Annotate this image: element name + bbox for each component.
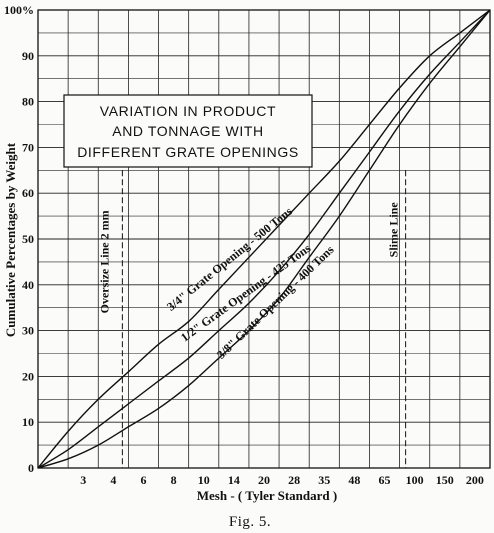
y-axis-label: Cumulative Percentages by Weight [3, 142, 18, 337]
y-tick-label: 100% [4, 3, 34, 17]
y-tick-label: 60 [22, 186, 34, 200]
x-tick-label: 4 [110, 473, 116, 487]
x-tick-label: 200 [466, 473, 484, 487]
figure-caption: Fig. 5. [229, 514, 271, 530]
grid-lines [38, 10, 490, 468]
chart-title-line-1: VARIATION IN PRODUCT [100, 103, 276, 119]
y-tick-label: 20 [22, 369, 34, 383]
y-tick-label: 0 [28, 461, 34, 475]
title-box [63, 94, 313, 168]
y-tick-labels: 0 10 20 30 40 50 60 70 80 90 100% [4, 3, 34, 475]
x-tick-label: 10 [198, 473, 210, 487]
x-tick-label: 6 [140, 473, 146, 487]
slime-line-label: Slime Line [387, 202, 401, 258]
y-tick-label: 80 [22, 95, 34, 109]
y-tick-label: 70 [22, 140, 34, 154]
chart-title-line-2: AND TONNAGE WITH [112, 123, 263, 139]
x-tick-label: 100 [406, 473, 424, 487]
chart-title-line-3: DIFFERENT GRATE OPENINGS [77, 144, 299, 160]
x-tick-labels: 3 4 6 8 10 14 20 28 35 48 65 100 150 200 [80, 473, 484, 487]
y-tick-label: 90 [22, 49, 34, 63]
series-line-2 [37, 9, 491, 469]
x-tick-label: 28 [288, 473, 300, 487]
y-tick-label: 30 [22, 324, 34, 338]
x-tick-label: 8 [171, 473, 177, 487]
x-tick-label: 20 [258, 473, 270, 487]
x-axis-label: Mesh - ( Tyler Standard ) [197, 488, 337, 503]
y-tick-label: 40 [22, 278, 34, 292]
series-group [37, 9, 491, 469]
series-line-3 [37, 9, 491, 469]
y-tick-label: 10 [22, 415, 34, 429]
x-tick-label: 65 [379, 473, 391, 487]
x-tick-label: 150 [436, 473, 454, 487]
x-tick-label: 48 [348, 473, 360, 487]
marker-lines [121, 170, 407, 468]
x-tick-label: 35 [318, 473, 330, 487]
x-tick-label: 3 [80, 473, 86, 487]
y-tick-label: 50 [22, 232, 34, 246]
series-line-1 [37, 9, 491, 469]
oversize-line-label: Oversize Line 2 mm [97, 210, 111, 313]
x-tick-label: 14 [228, 473, 240, 487]
